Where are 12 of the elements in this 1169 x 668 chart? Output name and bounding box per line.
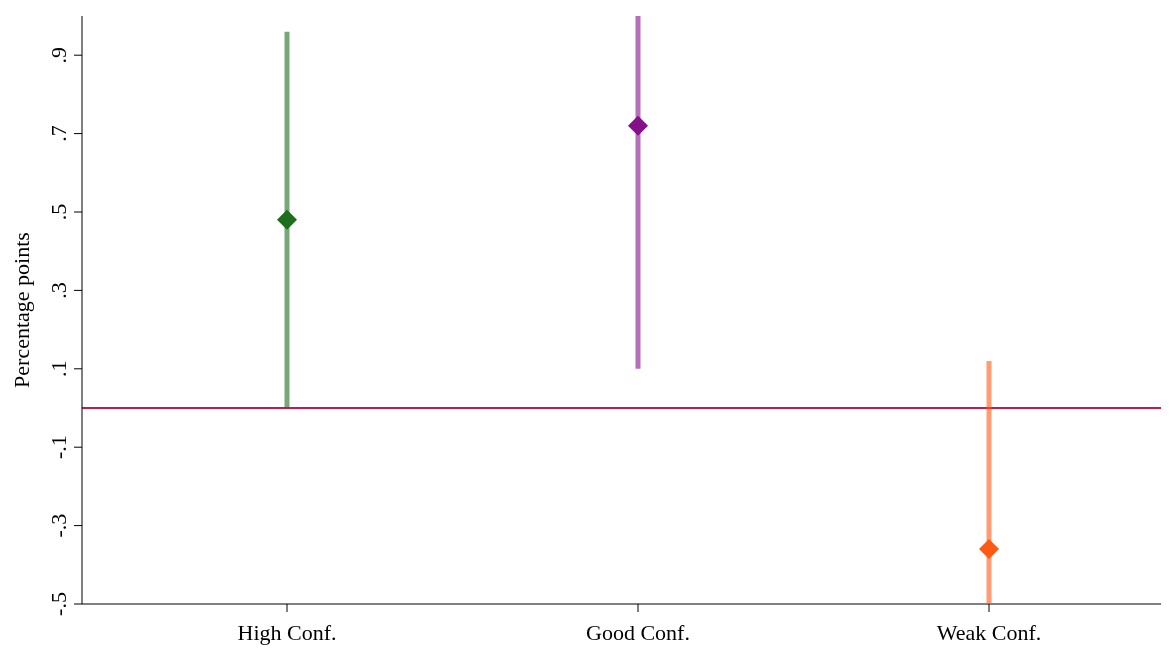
y-tick-label: -.3 (46, 513, 71, 538)
x-tick-label: High Conf. (237, 619, 337, 645)
x-tick-label: Weak Conf. (936, 619, 1042, 645)
y-tick-label: .3 (46, 282, 71, 299)
y-tick-label: .5 (46, 203, 71, 221)
y-tick-label: -.5 (46, 592, 71, 616)
y-tick-label: .7 (46, 125, 71, 142)
y-tick-label: .9 (46, 46, 71, 64)
y-tick-label: -.1 (46, 435, 71, 460)
x-tick-label: Good Conf. (586, 619, 690, 645)
y-tick-label: .1 (46, 360, 71, 378)
y-axis-title: Percentage points (8, 232, 34, 388)
